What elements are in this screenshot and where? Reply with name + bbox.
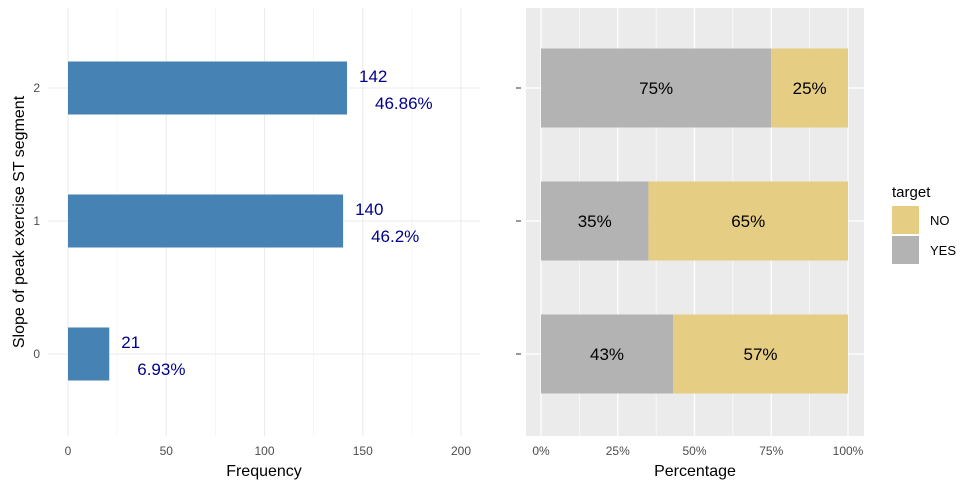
segment-percent-label: 43% — [590, 345, 624, 364]
left-y-tick-label: 0 — [33, 347, 40, 361]
right-x-tick-label: 100% — [833, 444, 864, 458]
frequency-bar-0 — [68, 327, 110, 381]
stacked-segment-no-1 — [648, 181, 848, 261]
left-x-tick-label: 100 — [254, 444, 274, 458]
frequency-percent-label: 46.2% — [371, 227, 419, 246]
frequency-count-label: 142 — [359, 67, 387, 86]
right-x-axis-title: Percentage — [654, 463, 736, 480]
right-x-tick-label: 50% — [682, 444, 706, 458]
segment-percent-label: 25% — [793, 79, 827, 98]
stacked-segment-yes-1 — [541, 181, 649, 261]
stacked-segment-yes-0 — [541, 314, 674, 394]
legend-swatch-yes — [892, 236, 919, 264]
left-panel-axes: 0 1 2 0 50 100 150 200 — [33, 81, 471, 458]
left-y-tick-label: 2 — [33, 81, 40, 95]
stacked-segment-yes-2 — [541, 48, 772, 128]
right-panel-bars — [541, 48, 848, 394]
right-panel-segment-labels: 43% 57% 35% 65% 75% 25% — [578, 79, 827, 364]
frequency-bar-1 — [68, 194, 344, 248]
left-x-tick-label: 150 — [353, 444, 373, 458]
right-x-tick-label: 75% — [759, 444, 783, 458]
left-y-axis-title: Slope of peak exercise ST segment — [11, 95, 28, 348]
legend-label-no: NO — [930, 213, 950, 228]
left-x-tick-label: 50 — [160, 444, 174, 458]
legend-swatch-no — [892, 206, 919, 234]
frequency-bar-2 — [68, 61, 348, 115]
frequency-percent-label: 6.93% — [137, 360, 185, 379]
frequency-count-label: 140 — [355, 200, 383, 219]
left-x-axis-title: Frequency — [226, 463, 302, 480]
segment-percent-label: 35% — [578, 212, 612, 231]
stacked-segment-no-2 — [771, 48, 848, 128]
frequency-percent-label: 46.86% — [375, 94, 433, 113]
segment-percent-label: 65% — [731, 212, 765, 231]
left-panel-bars — [68, 61, 348, 381]
left-panel-data-labels: 21 6.93% 140 46.2% 142 46.86% — [121, 67, 432, 379]
legend-title: target — [892, 184, 931, 201]
right-x-tick-label: 0% — [532, 444, 550, 458]
segment-percent-label: 75% — [639, 79, 673, 98]
legend: target NO YES — [892, 184, 956, 264]
left-y-tick-label: 1 — [33, 214, 40, 228]
stacked-segment-no-0 — [673, 314, 848, 394]
frequency-count-label: 21 — [121, 333, 140, 352]
segment-percent-label: 57% — [743, 345, 777, 364]
right-x-tick-label: 25% — [606, 444, 630, 458]
left-x-tick-label: 0 — [65, 444, 72, 458]
right-panel-axes: 0% 25% 50% 75% 100% — [516, 87, 864, 458]
legend-label-yes: YES — [930, 243, 956, 258]
left-x-tick-label: 200 — [451, 444, 471, 458]
